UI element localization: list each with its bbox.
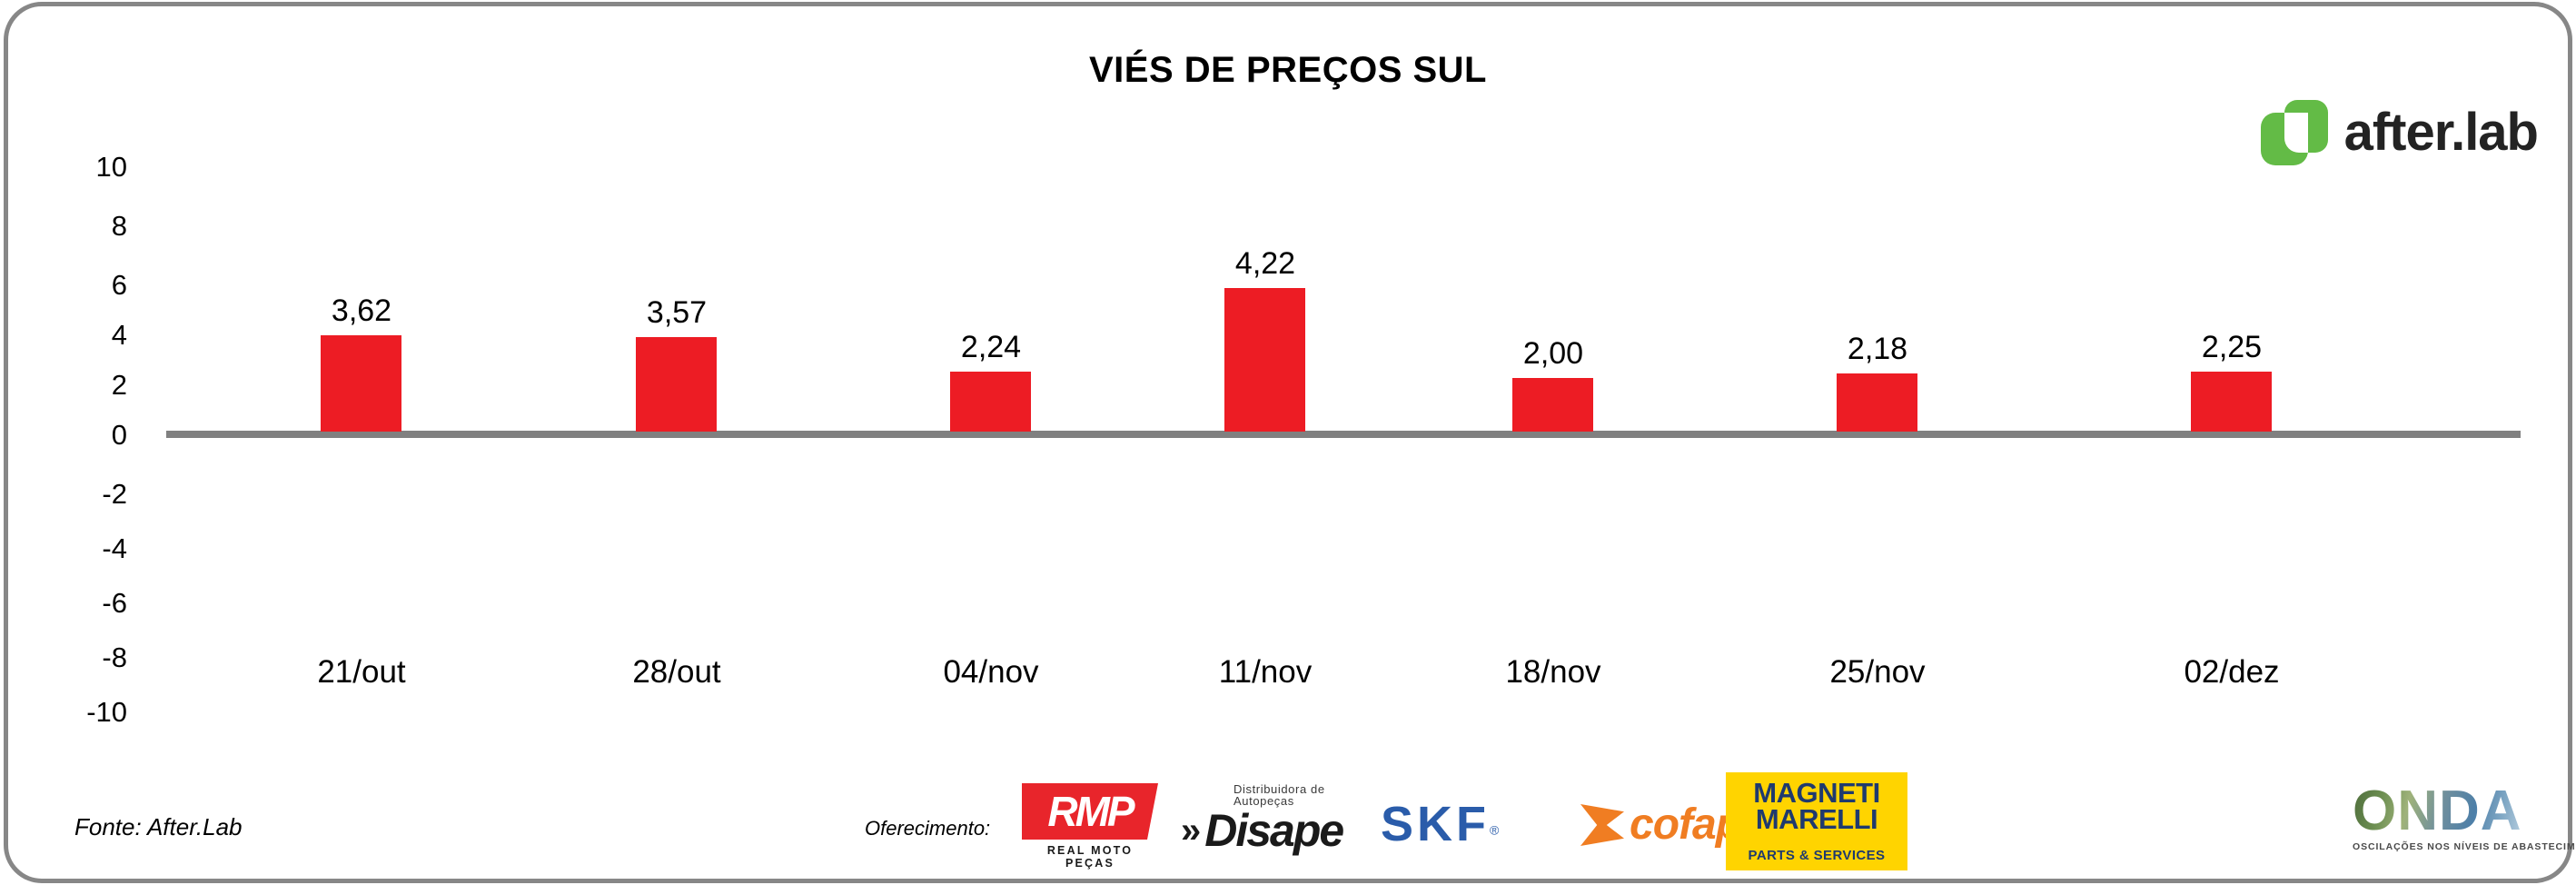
sponsor-logo-skf: SKF® [1381, 800, 1544, 850]
x-tick-label: 04/nov [943, 654, 1039, 690]
x-tick-label: 25/nov [1829, 654, 1926, 690]
marelli-line2: MARELLI [1755, 803, 1878, 835]
after-lab-mark-icon [2260, 100, 2328, 165]
zero-axis-line [166, 431, 2521, 438]
disape-tagline: Distribuidora de Autopeças [1234, 782, 1325, 808]
sponsor-logo-rmp: RMP REAL MOTO PEÇAS [1022, 783, 1158, 870]
y-tick-label: -6 [102, 587, 127, 619]
y-tick-label: -2 [102, 478, 127, 510]
sponsor-logo-disape: Distribuidora de Autopeças » Disape [1181, 783, 1349, 865]
y-tick-label: 8 [111, 210, 127, 242]
rmp-tagline: REAL MOTO PEÇAS [1046, 844, 1134, 870]
bar-value-label: 2,24 [960, 330, 1022, 364]
y-tick-label: 2 [111, 369, 127, 401]
marelli-tagline: PARTS & SERVICES [1748, 848, 1886, 864]
chart-frame [4, 2, 2572, 883]
x-tick-label: 11/nov [1218, 654, 1313, 690]
sponsor-logo-onda: ONDA OSCILAÇÕES NOS NÍVEIS DE ABASTECIME… [2353, 780, 2576, 867]
y-tick-label: -8 [102, 641, 127, 673]
y-tick-label: 10 [95, 151, 127, 183]
bar-value-label: 3,57 [646, 295, 708, 330]
marelli-line1: MAGNETI [1753, 776, 1880, 809]
x-tick-label: 18/nov [1505, 654, 1601, 690]
bar-value-label: 4,22 [1234, 246, 1296, 281]
bar-value-label: 2,25 [2201, 330, 2263, 364]
bar[interactable] [950, 372, 1031, 432]
bar-value-label: 2,18 [1847, 332, 1908, 366]
source-note: Fonte: After.Lab [74, 813, 243, 840]
x-tick-label: 28/out [632, 654, 721, 690]
after-lab-wordmark: after.lab [2343, 103, 2539, 162]
after-lab-logo: after.lab [2260, 100, 2539, 165]
x-tick-label: 21/out [317, 654, 406, 690]
rmp-letters: RMP [1047, 788, 1134, 835]
y-tick-label: -4 [102, 532, 127, 564]
sponsor-label: Oferecimento: [865, 817, 991, 840]
disape-chevron-icon: » [1181, 810, 1202, 850]
bar[interactable] [1837, 373, 1917, 432]
bar[interactable] [1512, 378, 1593, 432]
y-tick-label: 0 [111, 419, 127, 451]
onda-tagline: OSCILAÇÕES NOS NÍVEIS DE ABASTECIMENTO E… [2353, 841, 2576, 852]
sponsor-logo-cofap: cofap [1580, 798, 1753, 852]
bar[interactable] [1224, 288, 1305, 432]
bar-value-label: 2,00 [1522, 336, 1584, 371]
registered-icon: ® [1490, 822, 1500, 838]
bar[interactable] [321, 335, 401, 432]
cofap-mark-icon [1580, 804, 1624, 846]
bar[interactable] [2191, 372, 2272, 432]
y-tick-label: -10 [86, 696, 127, 728]
sponsor-logo-magneti-marelli: MAGNETI MARELLI PARTS & SERVICES [1726, 772, 1907, 870]
skf-wordmark: SKF [1381, 797, 1490, 851]
bar[interactable] [636, 337, 717, 432]
cofap-wordmark: cofap [1630, 800, 1742, 849]
x-tick-label: 02/dez [2184, 654, 2280, 690]
y-tick-label: 4 [111, 319, 127, 351]
y-tick-label: 6 [111, 269, 127, 301]
page-title: VIÉS DE PREÇOS SUL [1089, 50, 1487, 90]
onda-wordmark: ONDA [2353, 780, 2522, 842]
disape-wordmark: Disape [1204, 805, 1344, 856]
rmp-mark-icon: RMP [1022, 783, 1158, 840]
bar-value-label: 3,62 [331, 293, 392, 328]
